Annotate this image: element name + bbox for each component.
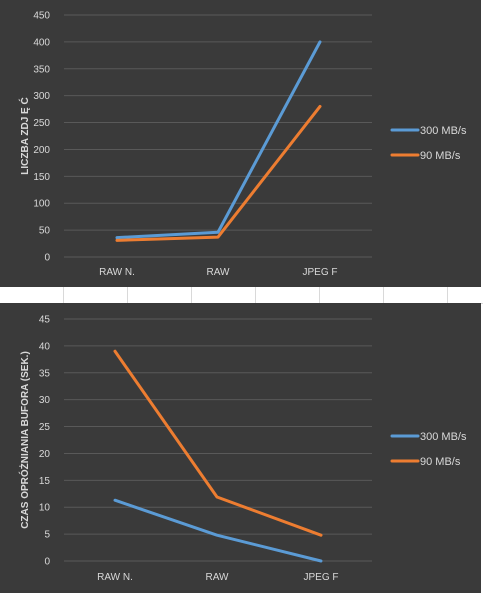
y-tick-label: 350 (33, 64, 50, 75)
chart-image-count: 0 50 100 150 200 250 300 350 400 450 RAW N. RAW JPEG… (0, 0, 481, 287)
data-point (113, 350, 117, 353)
spreadsheet-grid-strip (0, 287, 483, 304)
chart-image-count-svg: 0 50 100 150 200 250 300 350 400 450 RAW N. RAW JPEG… (18, 11, 467, 279)
data-point (318, 105, 322, 108)
y-axis-title: LICZBA ZDJ Ę Ć (18, 97, 31, 174)
data-point (115, 239, 119, 242)
y-tick-label: 50 (39, 226, 51, 237)
y-tick-label: 0 (44, 557, 50, 568)
y-tick-label: 250 (33, 118, 50, 129)
y-tick-label: 10 (39, 503, 51, 514)
x-tick-label: RAW (206, 572, 230, 583)
x-tick-label: RAW N. (97, 572, 133, 583)
y-tick-label: 300 (33, 91, 50, 102)
y-tick-label: 25 (39, 422, 51, 433)
y-tick-label: 100 (33, 199, 50, 210)
y-tick-label: 30 (39, 395, 51, 406)
y-tick-label: 35 (39, 368, 51, 379)
chart-buffer-time: 0 5 10 15 20 25 30 35 40 45 RAW N. RAW JPEG F CZAS OP… (0, 303, 481, 593)
data-point (319, 559, 323, 563)
data-point (113, 499, 117, 502)
y-axis-title: CZAS OPRÓŻNIANIA BUFORA (SEK.) (18, 351, 31, 529)
series-line-300-mb-s (115, 40, 322, 240)
y-tick-label: 200 (33, 145, 50, 156)
legend-label: 300 MB/s (420, 125, 467, 137)
data-point (215, 533, 219, 537)
chart-buffer-time-svg: 0 5 10 15 20 25 30 35 40 45 RAW N. RAW JPEG F CZAS OP… (18, 315, 467, 584)
y-tick-label: 400 (33, 37, 50, 48)
data-point (216, 231, 220, 234)
x-tick-label: RAW N. (99, 267, 135, 278)
legend-label: 90 MB/s (420, 456, 461, 468)
data-point (216, 235, 220, 239)
data-point (215, 495, 219, 499)
y-tick-label: 15 (39, 476, 51, 487)
legend-label: 90 MB/s (420, 150, 461, 162)
data-point (319, 533, 323, 537)
series-line-300-mb-s (113, 498, 323, 563)
data-point (115, 236, 119, 239)
y-tick-label: 0 (44, 253, 50, 264)
y-tick-label: 45 (39, 315, 51, 326)
x-tick-label: RAW (207, 267, 231, 278)
y-tick-label: 150 (33, 172, 50, 183)
y-tick-label: 5 (44, 530, 50, 541)
y-tick-label: 20 (39, 449, 51, 460)
series-line-90-mb-s (115, 104, 322, 242)
x-tick-label: JPEG F (302, 267, 337, 278)
data-point (318, 40, 322, 44)
y-tick-label: 450 (33, 11, 50, 22)
x-tick-label: JPEG F (303, 572, 338, 583)
legend-label: 300 MB/s (420, 431, 467, 443)
y-tick-label: 40 (39, 341, 51, 352)
